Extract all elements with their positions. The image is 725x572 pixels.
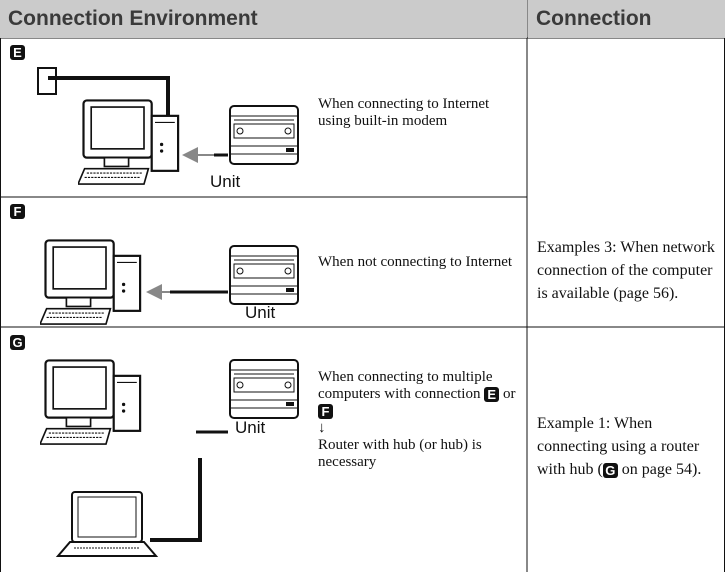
row-marker: F xyxy=(10,204,25,219)
text: Example 1: When connecting using a route… xyxy=(537,415,700,478)
header-cell: Connection xyxy=(528,0,725,38)
text: Router with hub (or hub) is necessary xyxy=(318,437,482,470)
row-marker: G xyxy=(10,335,25,350)
text: When connecting to multiple computers wi… xyxy=(318,369,493,402)
unit-label: Unit xyxy=(245,303,276,322)
text: When connecting to Internet using built-… xyxy=(318,96,490,129)
description: When connecting to multiple computers wi… xyxy=(318,369,523,471)
inline-marker: F xyxy=(318,404,333,419)
inline-marker: G xyxy=(602,463,618,478)
description: When connecting to Internet using built-… xyxy=(318,96,523,130)
text: ↓ xyxy=(318,420,326,436)
unit-label: Unit xyxy=(210,172,241,191)
connection-text: Example 1: When connecting using a route… xyxy=(537,412,720,481)
text: When not connecting to Internet xyxy=(318,254,513,270)
unit-label: Unit xyxy=(235,418,266,437)
text: or xyxy=(499,386,516,402)
description: When not connecting to Internet xyxy=(318,254,523,271)
connection-text: Examples 3: When network connection of t… xyxy=(537,236,720,305)
row-marker: E xyxy=(10,45,25,60)
text: on page 54). xyxy=(617,461,702,478)
text: Examples 3: When network connection of t… xyxy=(537,239,715,302)
inline-marker: E xyxy=(484,387,500,402)
header-cell: Connection Environment xyxy=(0,0,527,38)
